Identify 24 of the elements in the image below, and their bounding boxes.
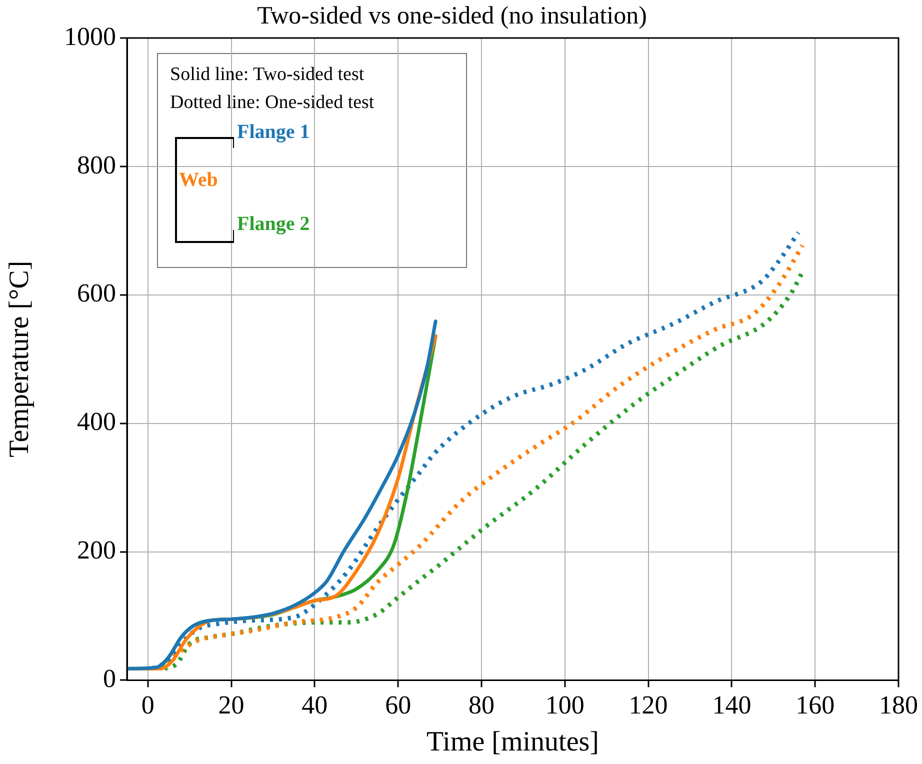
text: Web — [179, 169, 218, 192]
text: Flange 2 — [237, 213, 310, 236]
x-tick-label: 160 — [796, 690, 835, 720]
x-tick-label: 180 — [879, 690, 918, 720]
y-tick-label: 1000 — [64, 22, 116, 51]
y-tick-label: 0 — [103, 664, 116, 694]
x-tick-label: 40 — [302, 690, 328, 720]
text: Flange 1 — [237, 121, 310, 144]
y-tick-label: 800 — [77, 150, 116, 180]
x-axis-title: Time [minutes] — [426, 726, 599, 758]
x-tick-label: 80 — [468, 690, 494, 720]
annotation: Solid line: Two-sided test — [170, 64, 364, 86]
x-tick-label: 100 — [545, 690, 584, 720]
x-tick-label: 140 — [712, 690, 752, 720]
x-tick-label: 0 — [141, 690, 154, 720]
y-tick-label: 400 — [77, 407, 116, 436]
x-tick-label: 120 — [628, 690, 668, 720]
y-tick-label: 200 — [77, 536, 116, 565]
x-tick-label: 60 — [385, 690, 412, 720]
x-tick-label: 20 — [218, 690, 244, 720]
y-tick-label: 600 — [77, 278, 116, 308]
chart-title: Two-sided vs one-sided (no insulation) — [257, 2, 647, 30]
y-axis-title: Temperature [°C] — [4, 260, 36, 458]
annotation: Dotted line: One-sided test — [170, 92, 374, 114]
